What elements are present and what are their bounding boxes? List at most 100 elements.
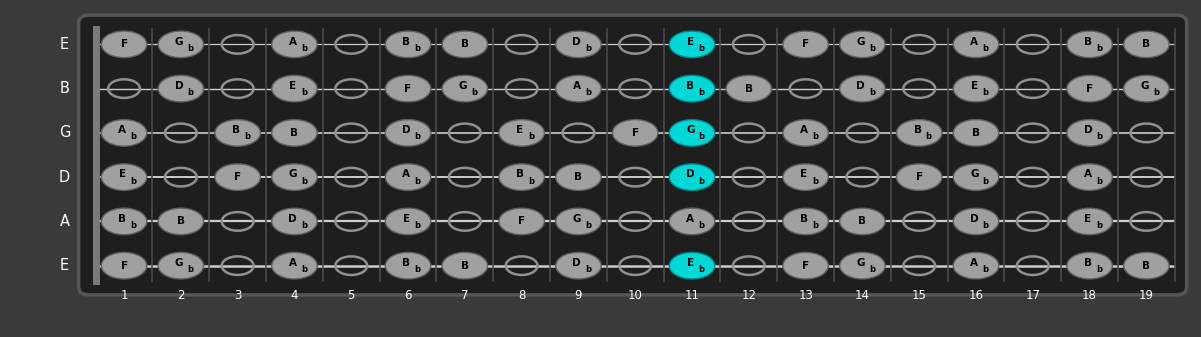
Text: E: E (687, 37, 694, 47)
Text: D: D (970, 214, 979, 224)
Text: b: b (131, 221, 137, 230)
Text: b: b (982, 177, 988, 186)
Text: b: b (131, 177, 137, 186)
Text: B: B (686, 81, 694, 91)
Ellipse shape (839, 31, 885, 58)
Text: B: B (516, 170, 524, 180)
Ellipse shape (556, 75, 602, 102)
Text: F: F (1086, 84, 1093, 94)
Text: 3: 3 (234, 289, 241, 302)
Text: 2: 2 (177, 289, 185, 302)
Text: G: G (175, 37, 184, 47)
Ellipse shape (386, 208, 431, 235)
Text: E: E (970, 81, 978, 91)
Text: 17: 17 (1026, 289, 1040, 302)
Text: b: b (699, 132, 705, 142)
Ellipse shape (271, 120, 317, 146)
Ellipse shape (159, 31, 204, 58)
Text: E: E (60, 37, 68, 52)
Text: 10: 10 (628, 289, 643, 302)
Ellipse shape (1124, 75, 1169, 102)
Ellipse shape (556, 31, 602, 58)
Text: G: G (459, 81, 467, 91)
FancyBboxPatch shape (78, 15, 1187, 295)
Ellipse shape (159, 208, 204, 235)
Ellipse shape (839, 75, 885, 102)
Text: B: B (972, 128, 980, 138)
Ellipse shape (498, 164, 544, 190)
Ellipse shape (556, 252, 602, 279)
Ellipse shape (669, 120, 715, 146)
Text: b: b (585, 265, 591, 274)
Text: B: B (859, 216, 866, 226)
Text: A: A (119, 125, 126, 135)
Text: 5: 5 (347, 289, 355, 302)
Text: D: D (402, 125, 411, 135)
Text: B: B (291, 128, 299, 138)
Ellipse shape (727, 75, 771, 102)
Ellipse shape (271, 164, 317, 190)
Text: b: b (187, 44, 193, 53)
Text: 16: 16 (968, 289, 984, 302)
Text: b: b (300, 221, 306, 230)
Ellipse shape (556, 208, 602, 235)
Text: E: E (687, 258, 694, 268)
Text: F: F (120, 261, 127, 271)
Text: B: B (1083, 37, 1092, 47)
Ellipse shape (954, 252, 999, 279)
Text: b: b (868, 44, 874, 53)
Text: B: B (402, 37, 411, 47)
Text: b: b (244, 132, 250, 142)
Text: B: B (177, 216, 185, 226)
Text: A: A (402, 170, 411, 180)
Ellipse shape (954, 75, 999, 102)
Text: G: G (856, 258, 865, 268)
Ellipse shape (669, 208, 715, 235)
Text: b: b (926, 132, 932, 142)
Ellipse shape (669, 75, 715, 102)
Ellipse shape (556, 164, 602, 190)
Ellipse shape (442, 75, 488, 102)
Text: 6: 6 (405, 289, 412, 302)
Ellipse shape (839, 208, 885, 235)
Text: b: b (699, 221, 705, 230)
Text: B: B (232, 125, 240, 135)
Ellipse shape (442, 31, 488, 58)
Text: E: E (289, 81, 297, 91)
Ellipse shape (783, 31, 829, 58)
Ellipse shape (386, 31, 431, 58)
Text: B: B (402, 258, 411, 268)
Ellipse shape (1066, 120, 1112, 146)
Ellipse shape (783, 120, 829, 146)
Text: A: A (288, 258, 297, 268)
Text: b: b (812, 132, 818, 142)
Text: F: F (802, 39, 809, 49)
Text: B: B (914, 125, 921, 135)
Ellipse shape (613, 120, 658, 146)
Text: D: D (175, 81, 184, 91)
Text: b: b (528, 132, 534, 142)
Text: F: F (405, 84, 412, 94)
Ellipse shape (386, 252, 431, 279)
Text: E: E (60, 258, 68, 273)
Ellipse shape (783, 164, 829, 190)
Text: b: b (187, 88, 193, 97)
Text: F: F (120, 39, 127, 49)
Ellipse shape (101, 120, 147, 146)
Ellipse shape (783, 208, 829, 235)
Ellipse shape (839, 252, 885, 279)
Text: D: D (573, 258, 581, 268)
Ellipse shape (386, 120, 431, 146)
Text: b: b (414, 177, 420, 186)
Text: b: b (1097, 132, 1103, 142)
Ellipse shape (1066, 208, 1112, 235)
Text: B: B (745, 84, 753, 94)
Text: D: D (59, 170, 70, 185)
Text: b: b (585, 44, 591, 53)
Text: B: B (1142, 261, 1151, 271)
Text: B: B (1142, 39, 1151, 49)
Text: A: A (59, 214, 70, 229)
Text: E: E (516, 125, 524, 135)
Text: F: F (632, 128, 639, 138)
Text: 12: 12 (741, 289, 757, 302)
